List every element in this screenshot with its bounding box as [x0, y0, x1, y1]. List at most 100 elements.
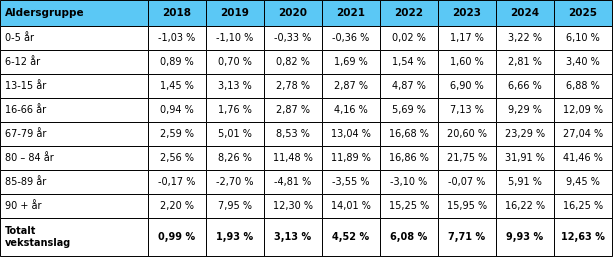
- Bar: [554, 218, 612, 256]
- Bar: [322, 74, 380, 98]
- Bar: [496, 146, 554, 170]
- Bar: [554, 26, 612, 50]
- Bar: [0, 218, 148, 256]
- Text: -3,10 %: -3,10 %: [391, 177, 427, 187]
- Bar: [206, 146, 264, 170]
- Text: 1,69 %: 1,69 %: [334, 57, 368, 67]
- Text: 2,59 %: 2,59 %: [160, 129, 194, 139]
- Text: 13,04 %: 13,04 %: [331, 129, 371, 139]
- Text: 5,91 %: 5,91 %: [508, 177, 542, 187]
- Bar: [438, 122, 496, 146]
- Text: 2,87 %: 2,87 %: [276, 105, 310, 115]
- Text: 1,54 %: 1,54 %: [392, 57, 426, 67]
- Text: 16,86 %: 16,86 %: [389, 153, 429, 163]
- Bar: [554, 170, 612, 194]
- Text: 2025: 2025: [569, 8, 597, 18]
- Text: 20,60 %: 20,60 %: [447, 129, 487, 139]
- Bar: [264, 218, 322, 256]
- Bar: [322, 26, 380, 50]
- Text: 67-79 år: 67-79 år: [5, 129, 47, 139]
- Bar: [0, 26, 148, 50]
- Text: 0,02 %: 0,02 %: [392, 33, 426, 43]
- Text: 1,60 %: 1,60 %: [450, 57, 484, 67]
- Text: 11,48 %: 11,48 %: [273, 153, 313, 163]
- Text: -0,07 %: -0,07 %: [448, 177, 486, 187]
- Text: 2021: 2021: [336, 8, 365, 18]
- Text: -3,55 %: -3,55 %: [332, 177, 370, 187]
- Bar: [264, 98, 322, 122]
- Text: 3,13 %: 3,13 %: [218, 81, 252, 91]
- Text: 6-12 år: 6-12 år: [5, 57, 40, 67]
- Text: 1,45 %: 1,45 %: [160, 81, 194, 91]
- Text: 2,81 %: 2,81 %: [508, 57, 542, 67]
- Bar: [206, 26, 264, 50]
- Bar: [496, 74, 554, 98]
- Bar: [264, 122, 322, 146]
- Bar: [148, 170, 206, 194]
- Bar: [322, 98, 380, 122]
- Text: 2022: 2022: [395, 8, 424, 18]
- Bar: [496, 0, 554, 26]
- Bar: [438, 146, 496, 170]
- Bar: [0, 50, 148, 74]
- Text: Totalt
vekstanslag: Totalt vekstanslag: [5, 226, 71, 248]
- Bar: [264, 74, 322, 98]
- Bar: [554, 0, 612, 26]
- Bar: [380, 122, 438, 146]
- Text: 6,88 %: 6,88 %: [566, 81, 600, 91]
- Bar: [380, 0, 438, 26]
- Text: 2024: 2024: [510, 8, 540, 18]
- Bar: [206, 170, 264, 194]
- Text: 4,52 %: 4,52 %: [332, 232, 370, 242]
- Bar: [438, 194, 496, 218]
- Bar: [438, 98, 496, 122]
- Text: 12,09 %: 12,09 %: [563, 105, 603, 115]
- Bar: [148, 218, 206, 256]
- Text: 80 – 84 år: 80 – 84 år: [5, 153, 54, 163]
- Bar: [0, 122, 148, 146]
- Bar: [206, 194, 264, 218]
- Bar: [380, 26, 438, 50]
- Text: 21,75 %: 21,75 %: [447, 153, 487, 163]
- Bar: [496, 122, 554, 146]
- Bar: [206, 218, 264, 256]
- Text: -4,81 %: -4,81 %: [274, 177, 312, 187]
- Text: 9,29 %: 9,29 %: [508, 105, 542, 115]
- Bar: [554, 122, 612, 146]
- Text: 6,66 %: 6,66 %: [508, 81, 542, 91]
- Bar: [438, 74, 496, 98]
- Bar: [322, 50, 380, 74]
- Bar: [322, 146, 380, 170]
- Text: 9,93 %: 9,93 %: [507, 232, 543, 242]
- Text: 2020: 2020: [279, 8, 308, 18]
- Text: 2,87 %: 2,87 %: [334, 81, 368, 91]
- Text: 3,22 %: 3,22 %: [508, 33, 542, 43]
- Text: 6,10 %: 6,10 %: [566, 33, 600, 43]
- Bar: [148, 122, 206, 146]
- Bar: [438, 0, 496, 26]
- Bar: [554, 74, 612, 98]
- Text: 7,71 %: 7,71 %: [448, 232, 486, 242]
- Bar: [496, 98, 554, 122]
- Text: 5,69 %: 5,69 %: [392, 105, 426, 115]
- Text: 14,01 %: 14,01 %: [331, 201, 371, 211]
- Bar: [554, 194, 612, 218]
- Text: 11,89 %: 11,89 %: [331, 153, 371, 163]
- Text: 2018: 2018: [163, 8, 192, 18]
- Bar: [380, 146, 438, 170]
- Bar: [0, 74, 148, 98]
- Text: 2,56 %: 2,56 %: [160, 153, 194, 163]
- Bar: [206, 50, 264, 74]
- Text: 0,82 %: 0,82 %: [276, 57, 310, 67]
- Text: -1,10 %: -1,10 %: [216, 33, 254, 43]
- Text: 16,25 %: 16,25 %: [563, 201, 603, 211]
- Bar: [148, 194, 206, 218]
- Bar: [496, 26, 554, 50]
- Bar: [264, 26, 322, 50]
- Text: 13-15 år: 13-15 år: [5, 81, 46, 91]
- Bar: [554, 146, 612, 170]
- Text: Aldersgruppe: Aldersgruppe: [5, 8, 85, 18]
- Text: -0,33 %: -0,33 %: [274, 33, 312, 43]
- Bar: [438, 170, 496, 194]
- Text: 4,87 %: 4,87 %: [392, 81, 426, 91]
